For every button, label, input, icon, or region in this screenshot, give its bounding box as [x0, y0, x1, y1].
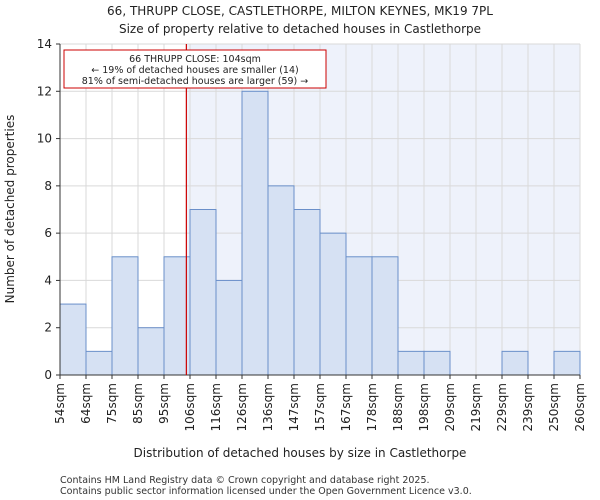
x-tick-label: 209sqm: [443, 383, 457, 431]
y-tick-label: 6: [44, 226, 52, 240]
histogram-bar: [189, 209, 217, 376]
x-tick-label: 106sqm: [183, 383, 197, 431]
histogram-bar: [345, 256, 373, 376]
histogram-bar: [423, 350, 451, 376]
histogram-bar: [85, 350, 113, 376]
x-tick-label: 95sqm: [157, 383, 171, 424]
histogram-bar: [371, 256, 399, 376]
x-tick-label: 250sqm: [547, 383, 561, 431]
histogram-bar: [397, 350, 425, 376]
y-tick-label: 2: [44, 321, 52, 335]
histogram-bar: [137, 327, 165, 376]
x-tick-label: 178sqm: [365, 383, 379, 431]
x-axis-label: Distribution of detached houses by size …: [134, 446, 467, 460]
histogram-bar: [501, 350, 529, 376]
x-tick-label: 260sqm: [573, 383, 587, 431]
chart-title-line2: Size of property relative to detached ho…: [119, 22, 481, 36]
y-tick-label: 8: [44, 179, 52, 193]
x-tick-label: 188sqm: [391, 383, 405, 431]
histogram-bar: [267, 185, 295, 376]
histogram-bar: [111, 256, 139, 376]
x-tick-label: 198sqm: [417, 383, 431, 431]
footer-line-2: Contains public sector information licen…: [60, 486, 472, 497]
histogram-bar: [163, 256, 191, 376]
histogram-bar: [319, 232, 347, 376]
annotation-box-frame: [63, 49, 327, 89]
x-tick-label: 54sqm: [53, 383, 67, 424]
y-tick-label: 12: [37, 84, 52, 98]
footer-line-1: Contains HM Land Registry data © Crown c…: [60, 475, 430, 486]
x-tick-label: 85sqm: [131, 383, 145, 424]
annotation-line-1: 66 THRUPP CLOSE: 104sqm: [129, 54, 261, 65]
annotation-line-2: ← 19% of detached houses are smaller (14…: [91, 65, 298, 76]
x-tick-label: 157sqm: [313, 383, 327, 431]
x-tick-label: 64sqm: [79, 383, 93, 424]
y-tick-label: 0: [44, 368, 52, 382]
x-tick-label: 147sqm: [287, 383, 301, 431]
histogram-bar: [553, 350, 581, 376]
x-tick-label: 75sqm: [105, 383, 119, 424]
histogram-bar: [59, 303, 87, 376]
x-tick-label: 116sqm: [209, 383, 223, 431]
annotation-box: 66 THRUPP CLOSE: 104sqm ← 19% of detache…: [63, 49, 327, 89]
x-tick-label: 229sqm: [495, 383, 509, 431]
y-tick-label: 14: [37, 37, 52, 51]
x-tick-label: 136sqm: [261, 383, 275, 431]
y-axis-label: Number of detached properties: [3, 115, 17, 304]
annotation-line-3: 81% of semi-detached houses are larger (…: [82, 76, 309, 87]
x-tick-label: 167sqm: [339, 383, 353, 431]
y-tick-label: 10: [37, 132, 52, 146]
x-tick-label: 219sqm: [469, 383, 483, 431]
histogram-bar: [293, 209, 321, 376]
x-tick-label: 239sqm: [521, 383, 535, 431]
histogram-bar: [241, 90, 269, 376]
histogram-bar: [215, 279, 243, 376]
chart-title-line1: 66, THRUPP CLOSE, CASTLETHORPE, MILTON K…: [107, 4, 493, 18]
y-tick-label: 4: [44, 273, 52, 287]
x-tick-label: 126sqm: [235, 383, 249, 431]
